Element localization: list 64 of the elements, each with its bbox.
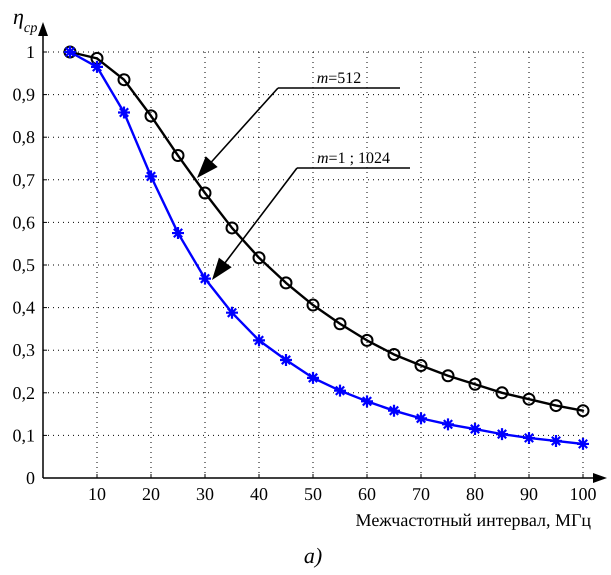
y-tick-label: 0,5 [12, 255, 35, 275]
point [198, 186, 212, 200]
x-tick-label: 20 [142, 484, 160, 504]
point [414, 411, 428, 426]
y-tick-label: 0 [26, 468, 35, 488]
x-axis-title: Межчастотный интервал, МГц [356, 510, 592, 530]
y-tick-label: 0,6 [12, 212, 35, 232]
point [252, 251, 266, 264]
x-tick-label: 60 [358, 484, 376, 504]
point [306, 298, 320, 312]
point [550, 399, 562, 412]
point [118, 73, 130, 86]
point [116, 105, 132, 120]
point [170, 226, 186, 240]
point [332, 384, 348, 398]
point [90, 52, 104, 65]
point [144, 109, 158, 122]
point [494, 427, 510, 442]
x-tick-label: 70 [412, 484, 430, 504]
point [334, 317, 346, 330]
point [278, 352, 294, 368]
y-tick-label: 0,1 [12, 425, 35, 446]
point [90, 60, 104, 74]
annotation: m=512 [316, 70, 362, 87]
y-tick-label: 1 [26, 42, 35, 62]
point [360, 394, 374, 408]
point [496, 386, 508, 400]
y-tick-label: 0,7 [12, 170, 35, 190]
x-tick-label: 40 [250, 484, 268, 504]
y-tick-label: 0,9 [12, 84, 35, 105]
x-tick-label: 10 [88, 484, 106, 504]
point [468, 422, 482, 436]
y-tick-label: 0,3 [12, 340, 35, 360]
annotation: m=1 ; 1024 [316, 150, 390, 167]
x-tick-label: 30 [196, 484, 214, 504]
text: а) [304, 543, 322, 568]
x-tick-label: 90 [520, 484, 538, 504]
point [522, 430, 536, 446]
point [226, 221, 238, 234]
point [522, 392, 536, 406]
point [388, 348, 400, 361]
point [414, 359, 428, 372]
x-tick-label: 50 [304, 484, 322, 504]
point [280, 276, 292, 290]
point [440, 417, 456, 432]
x-tick-label: 100 [570, 484, 596, 504]
point [172, 149, 184, 162]
point [576, 436, 590, 452]
point [442, 369, 454, 382]
point [224, 306, 240, 320]
y-axis-title: η$_{ср}$ [13, 4, 38, 36]
point [306, 370, 320, 385]
point [576, 404, 590, 418]
y-tick-label: 0,2 [12, 382, 35, 403]
y-tick-label: 0,8 [12, 127, 35, 148]
x-tick-label: 80 [466, 484, 484, 504]
point [144, 169, 158, 184]
point [360, 334, 374, 347]
point [386, 404, 402, 418]
point [252, 333, 266, 348]
point [548, 434, 564, 448]
y-tick-label: 0,4 [12, 298, 35, 318]
point [198, 272, 212, 286]
point [468, 378, 482, 391]
